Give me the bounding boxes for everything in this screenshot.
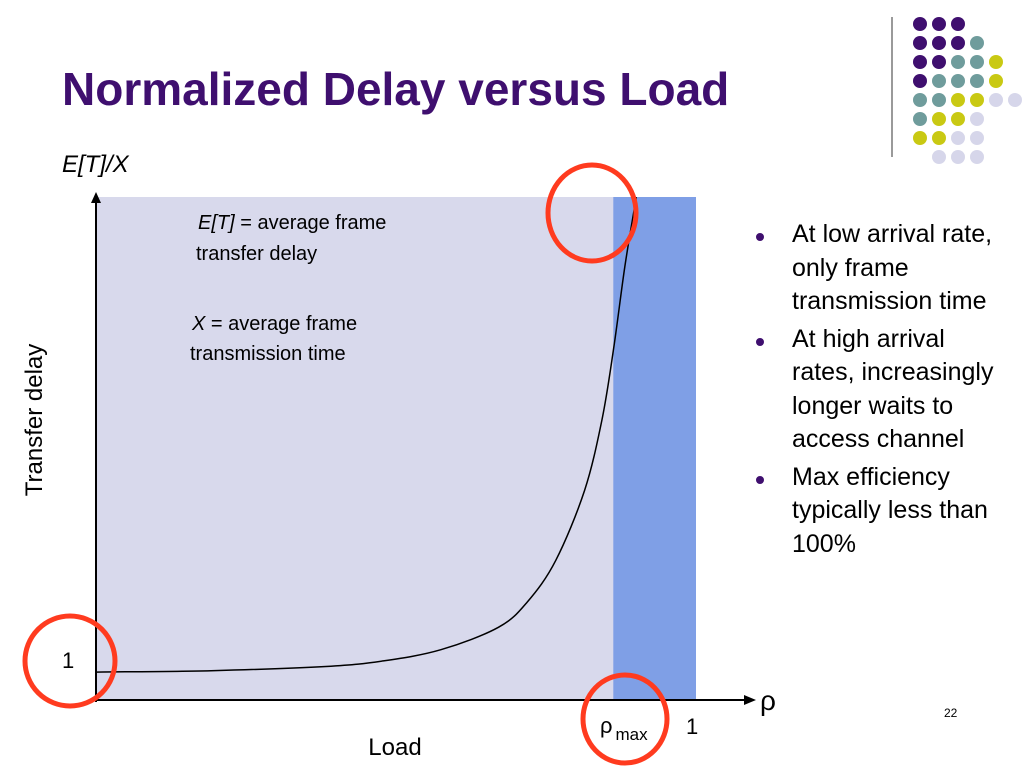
decorative-dot xyxy=(970,93,984,107)
decorative-dot xyxy=(970,55,984,69)
slide-title: Normalized Delay versus Load xyxy=(62,63,730,115)
highlight-circle-y-one xyxy=(22,613,118,709)
decorative-dot xyxy=(932,55,946,69)
saturation-band xyxy=(613,197,696,700)
annotation-et-line1: E[T] = average frame xyxy=(198,212,386,234)
decorative-dot xyxy=(951,150,965,164)
y-axis-arrow xyxy=(91,192,101,203)
highlight-circle-curve-top xyxy=(545,162,639,264)
decorative-dot xyxy=(951,112,965,126)
decorative-dot xyxy=(932,36,946,50)
decorative-dot xyxy=(913,55,927,69)
decorative-dot xyxy=(951,93,965,107)
decorative-dot xyxy=(951,74,965,88)
decorative-dot xyxy=(970,150,984,164)
decorative-dot xyxy=(932,112,946,126)
y-axis-side-label: Transfer delay xyxy=(21,344,48,497)
x-tick-rho-max: ρ max xyxy=(600,713,648,744)
decorative-dot xyxy=(913,93,927,107)
decorative-dot xyxy=(932,74,946,88)
decorative-dot xyxy=(989,55,1003,69)
decorative-dot xyxy=(970,74,984,88)
x-axis-label: Load xyxy=(368,734,421,761)
decorative-dot xyxy=(1008,93,1022,107)
bullet-item: Max efficiency typically less than 100% xyxy=(752,461,1012,562)
decorative-dot xyxy=(932,93,946,107)
y-axis-top-label: E[T]/X xyxy=(62,151,130,178)
decorative-dot xyxy=(970,36,984,50)
rho-symbol: ρ xyxy=(600,713,613,738)
y-tick-one: 1 xyxy=(62,648,74,673)
decorative-dot xyxy=(951,17,965,31)
decorative-dot xyxy=(989,74,1003,88)
decorative-dot xyxy=(951,36,965,50)
decorative-dot xyxy=(970,112,984,126)
annotation-x-line1: X = average frame xyxy=(191,313,357,335)
delay-curve xyxy=(95,196,638,673)
decorative-dot xyxy=(989,93,1003,107)
annotation-et-line2: transfer delay xyxy=(196,243,317,265)
slide-number: 22 xyxy=(944,706,958,720)
decorative-dot xyxy=(913,36,927,50)
highlight-circle-rho-max xyxy=(580,672,670,766)
decorative-dot xyxy=(932,150,946,164)
decorative-dot xyxy=(913,112,927,126)
decorative-dot xyxy=(932,17,946,31)
annotation-x-line2: transmission time xyxy=(190,343,346,365)
bullet-item: At low arrival rate, only frame transmis… xyxy=(752,218,1012,319)
decorative-dot xyxy=(951,131,965,145)
decorative-dot xyxy=(913,17,927,31)
decorative-divider xyxy=(891,17,893,157)
x-tick-one: 1 xyxy=(686,714,698,739)
decorative-dot xyxy=(913,131,927,145)
bullet-list: At low arrival rate, only frame transmis… xyxy=(752,218,1012,565)
rho-subscript: max xyxy=(616,725,649,744)
bullet-item: At high arrival rates, increasingly long… xyxy=(752,323,1012,457)
decorative-dot xyxy=(951,55,965,69)
plot-area xyxy=(96,197,696,700)
decorative-dot xyxy=(913,74,927,88)
x-axis-arrow xyxy=(744,695,756,705)
decorative-dot xyxy=(970,131,984,145)
decorative-dot xyxy=(932,131,946,145)
x-axis-symbol: ρ xyxy=(760,685,776,716)
